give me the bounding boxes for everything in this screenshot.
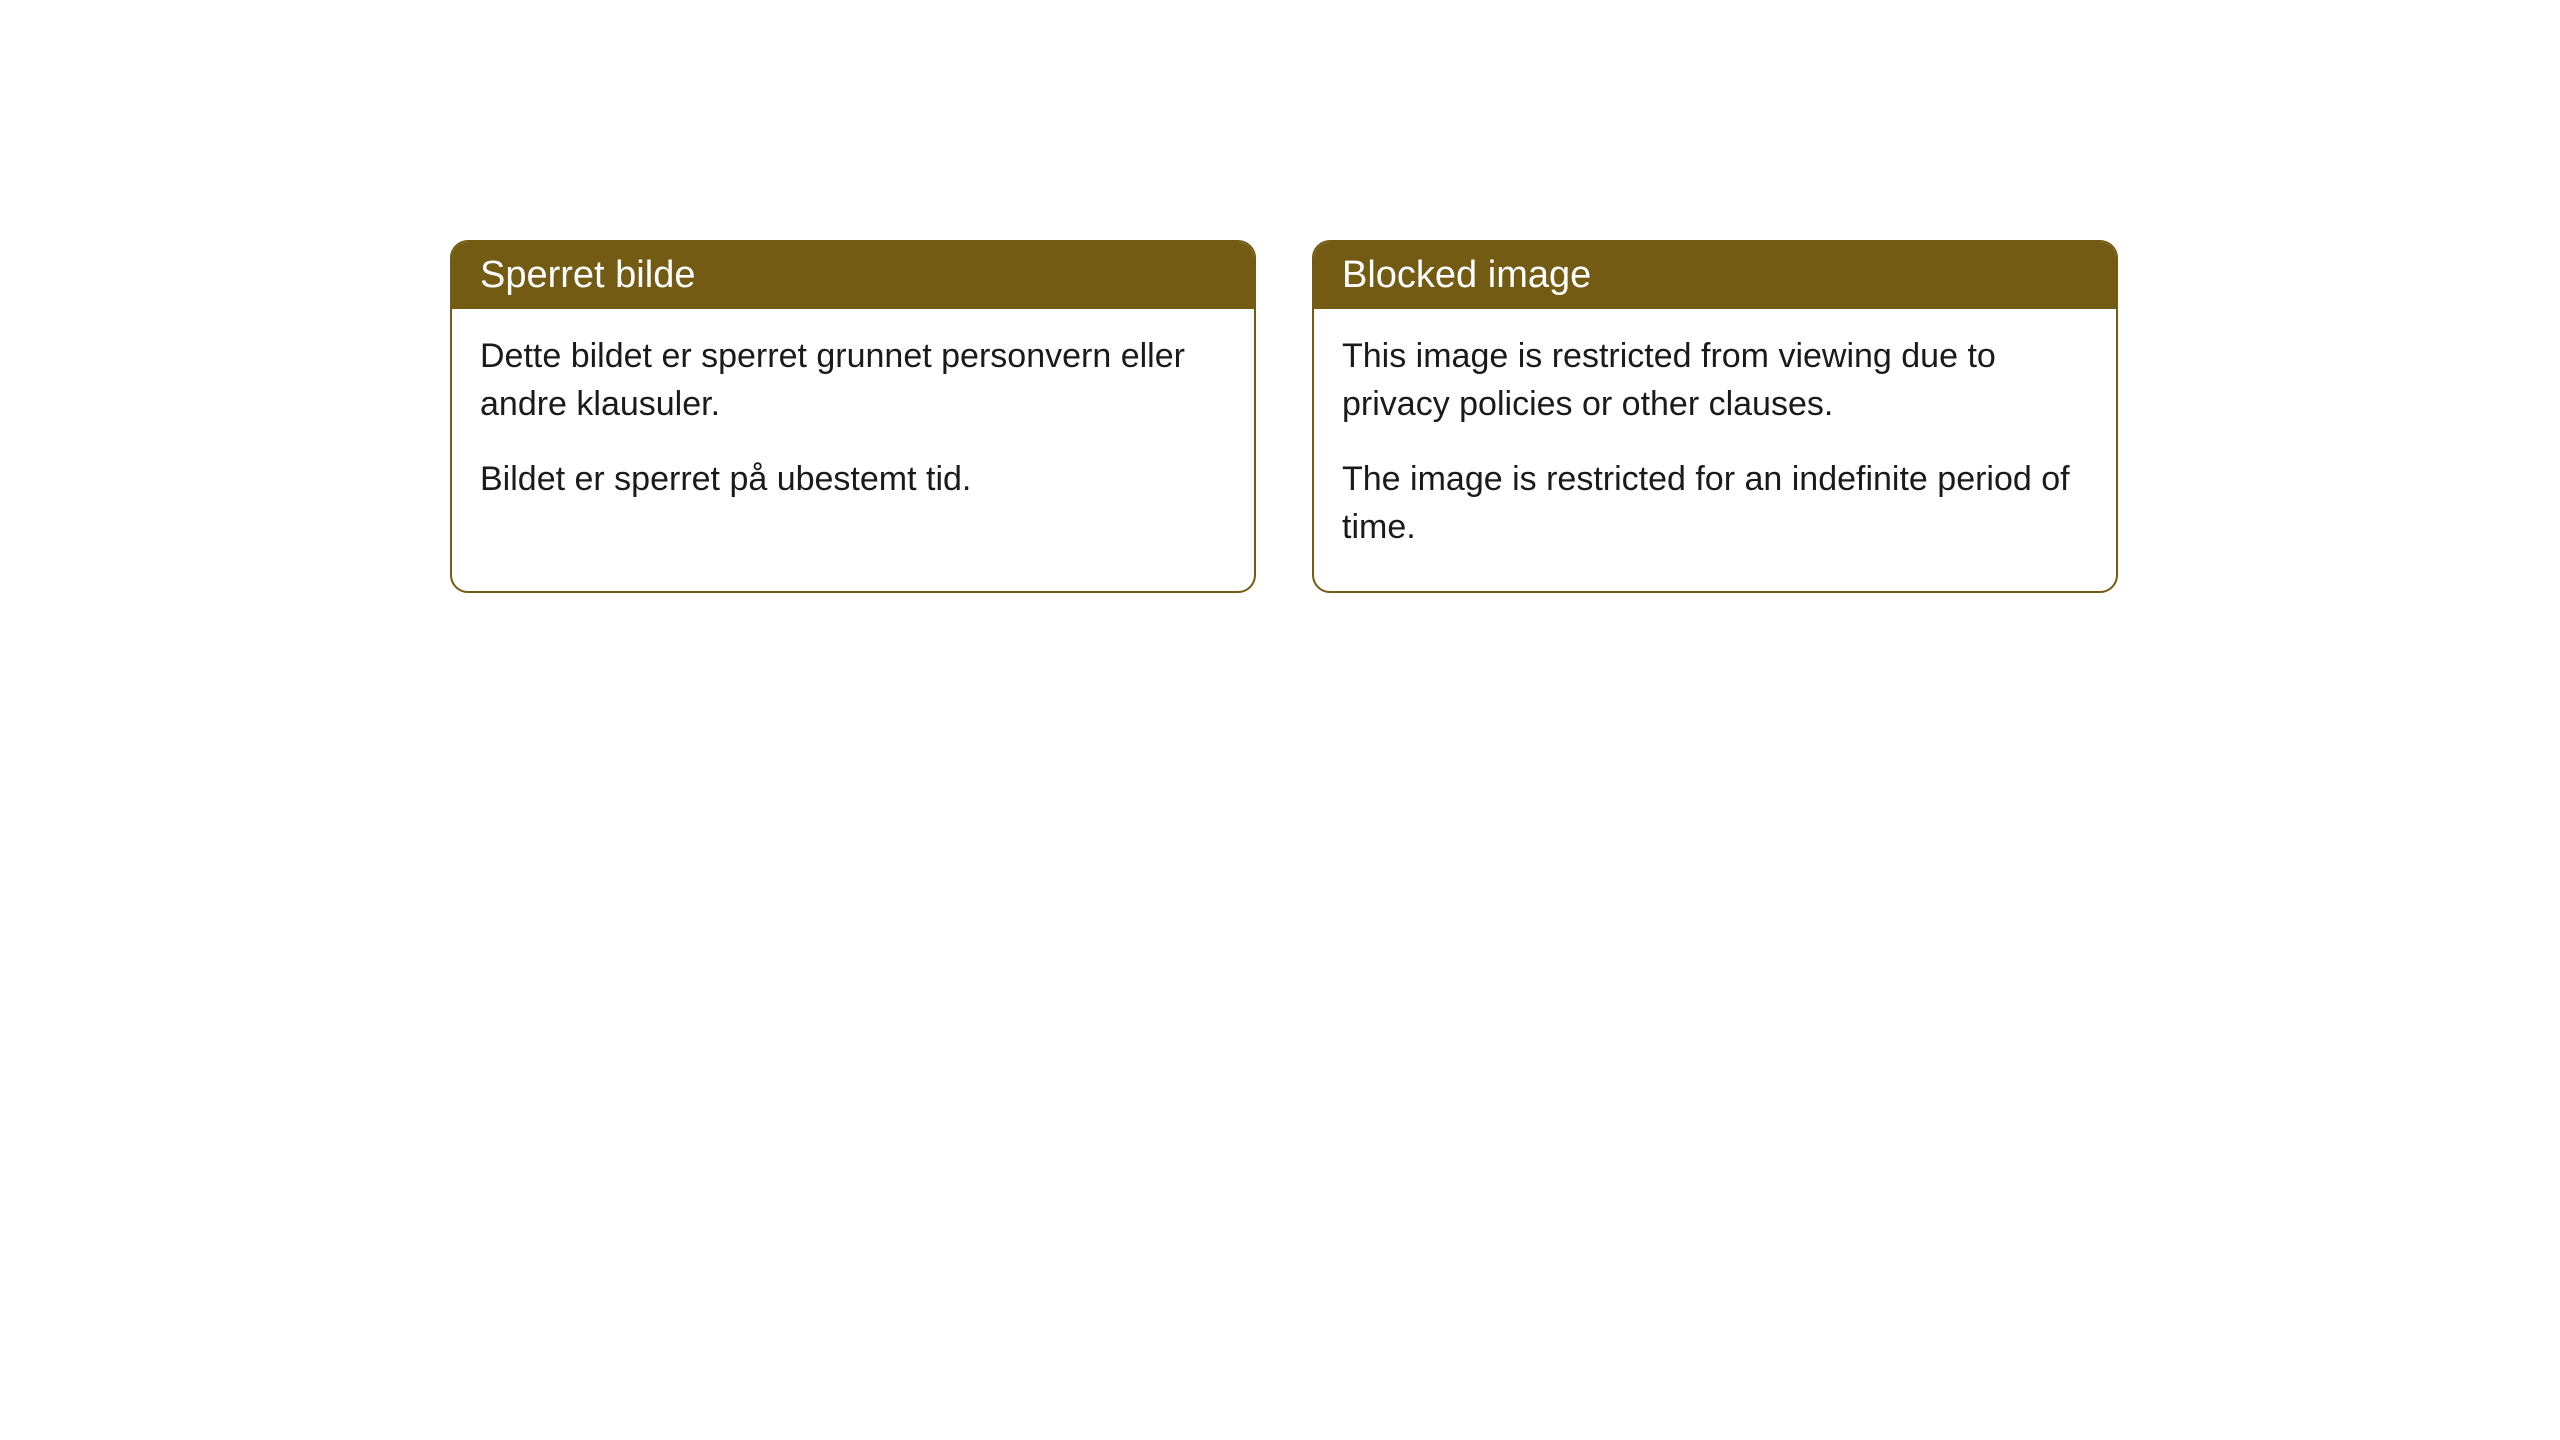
card-title: Blocked image — [1342, 254, 1591, 296]
card-norwegian: Sperret bilde Dette bildet er sperret gr… — [450, 240, 1256, 593]
card-header-english: Blocked image — [1314, 242, 2116, 309]
card-title: Sperret bilde — [480, 254, 695, 296]
card-paragraph-1: This image is restricted from viewing du… — [1342, 333, 2088, 428]
card-body-norwegian: Dette bildet er sperret grunnet personve… — [452, 309, 1254, 544]
cards-container: Sperret bilde Dette bildet er sperret gr… — [0, 0, 2560, 593]
card-paragraph-2: Bildet er sperret på ubestemt tid. — [480, 456, 1226, 504]
card-paragraph-1: Dette bildet er sperret grunnet personve… — [480, 333, 1226, 428]
card-body-english: This image is restricted from viewing du… — [1314, 309, 2116, 591]
card-english: Blocked image This image is restricted f… — [1312, 240, 2118, 593]
card-header-norwegian: Sperret bilde — [452, 242, 1254, 309]
card-paragraph-2: The image is restricted for an indefinit… — [1342, 456, 2088, 551]
